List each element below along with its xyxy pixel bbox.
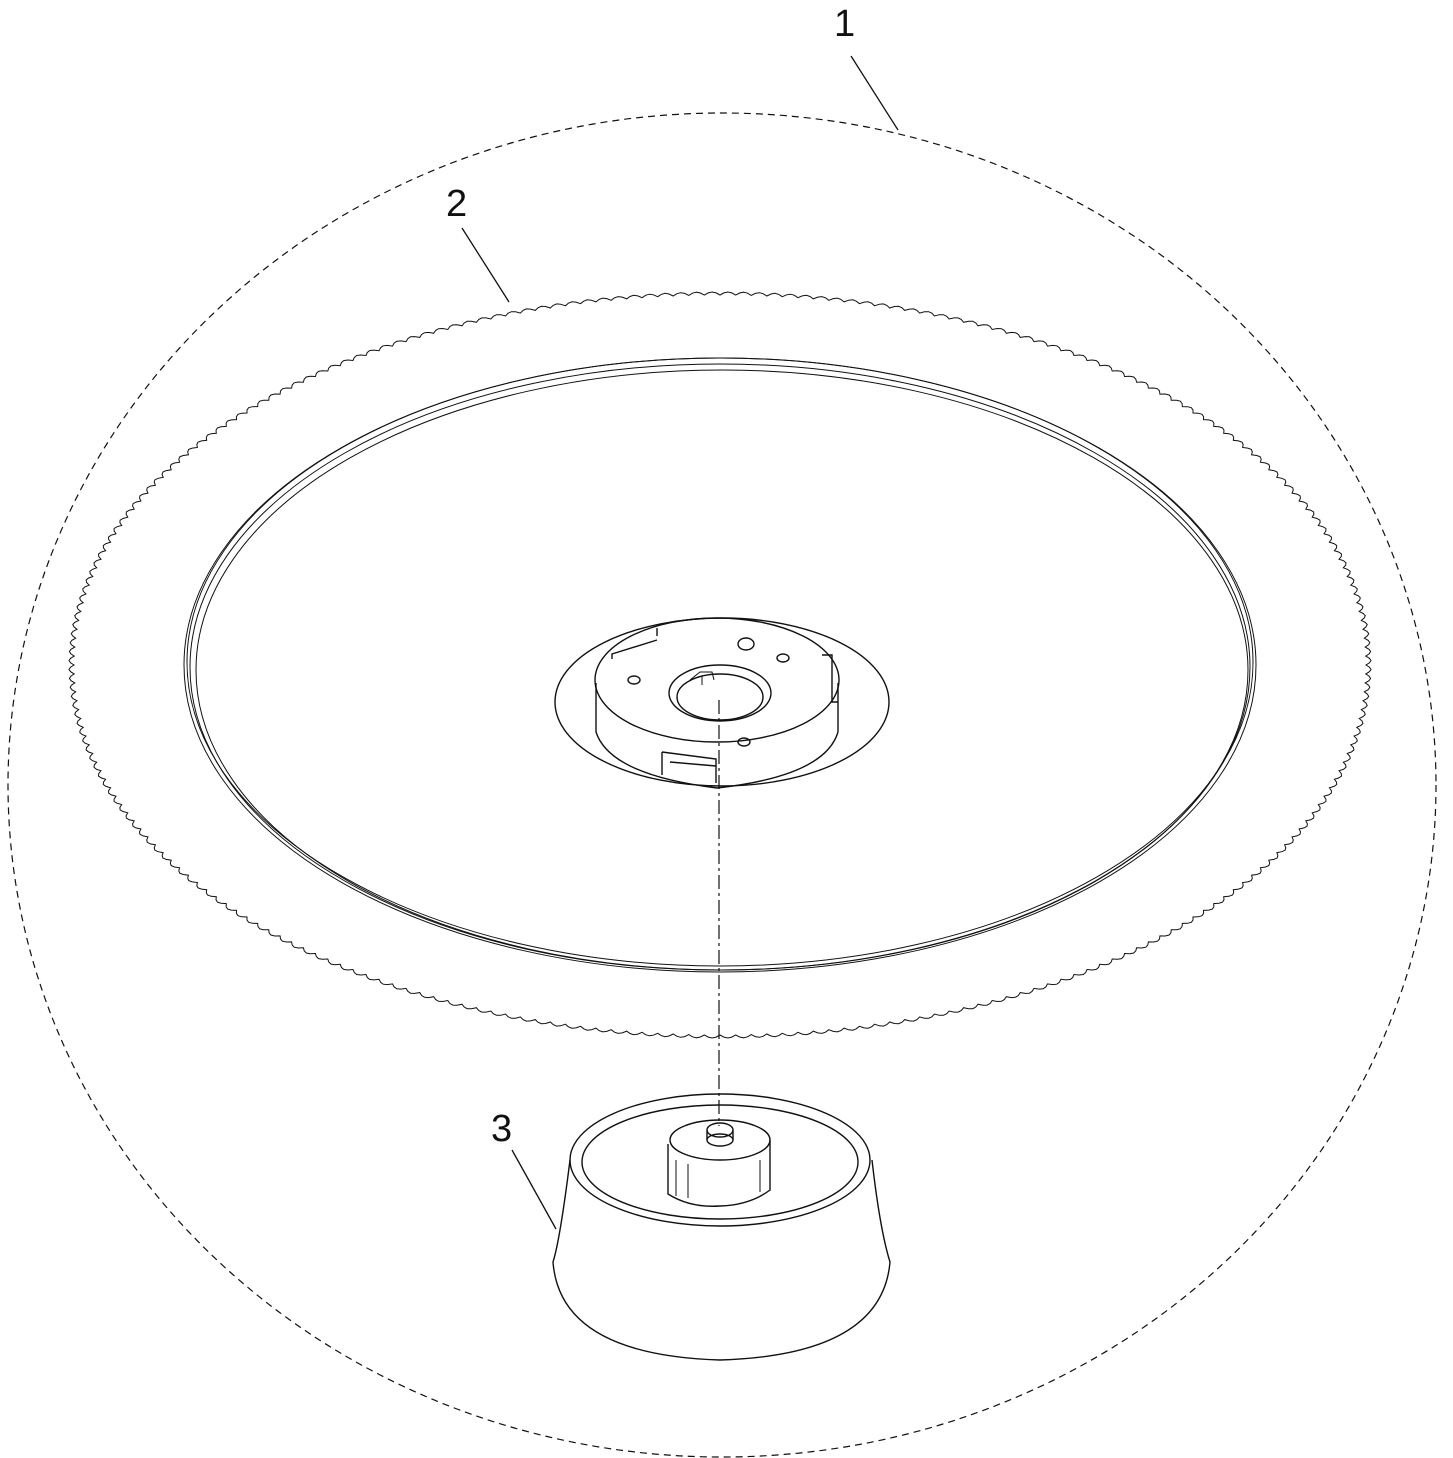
callout-3: 3 — [491, 1108, 557, 1230]
callout-2: 2 — [446, 183, 510, 303]
blade-serrated-edge — [68, 291, 1372, 1039]
blade-center-hub — [554, 617, 890, 789]
assembly-outline-dashed — [7, 112, 1437, 1458]
hub-knob — [552, 1093, 891, 1361]
blade-rim — [183, 357, 1257, 973]
callout-label-2: 2 — [446, 183, 467, 225]
callout-label-1: 1 — [834, 3, 855, 45]
callout-label-3: 3 — [491, 1108, 512, 1150]
callout-1: 1 — [834, 3, 899, 131]
